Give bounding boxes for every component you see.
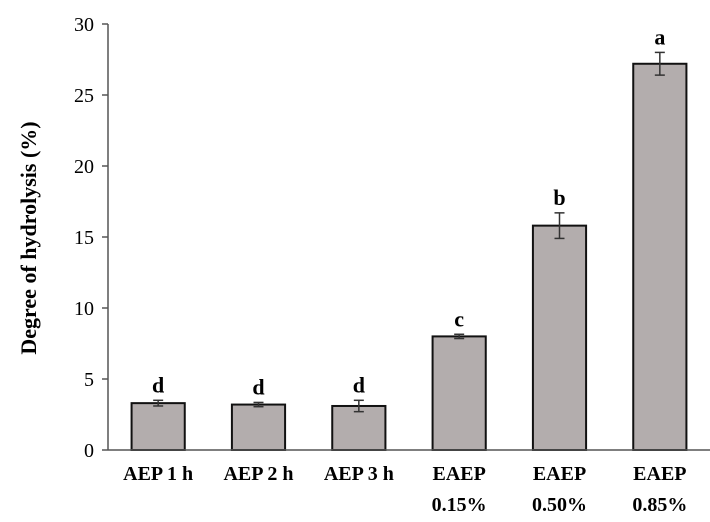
y-tick-label: 10 [74,298,94,320]
x-tick-label: 0.15% [432,494,487,516]
bars: d d d c b a [130,24,688,452]
y-tick-label: 20 [74,156,94,178]
bar [331,404,387,452]
bar [632,62,688,451]
y-axis-title: Degree of hydrolysis (%) [16,121,41,354]
bar [130,402,186,452]
x-tick-label: EAEP [432,463,485,485]
y-tick-label: 15 [74,227,94,249]
x-tick-label: AEP 3 h [324,463,394,485]
x-tick-label: AEP 1 h [123,463,193,485]
x-tick-label: EAEP [533,463,586,485]
bar [531,224,588,451]
y-tick-label: 25 [74,85,94,107]
significance-label: d [152,372,164,397]
error-bar [454,333,465,340]
significance-label: b [553,185,565,210]
error-bar [554,212,565,240]
significance-label: d [252,374,264,399]
error-bar [654,51,665,76]
bar [431,335,487,451]
x-tick-label: EAEP [633,463,686,485]
x-tick-label: 0.85% [632,494,687,516]
error-bar [153,399,164,407]
y-tick-label: 30 [74,14,94,36]
error-bar [253,401,264,408]
significance-label: c [454,306,464,331]
significance-label: d [353,372,365,397]
bar [230,403,287,451]
significance-label: a [654,24,665,49]
error-bar [353,399,364,413]
x-tick-label: AEP 2 h [223,463,293,485]
y-tick-label: 0 [84,440,94,462]
x-tick-label: 0.50% [532,494,587,516]
x-axis-labels: AEP 1 h AEP 2 h AEP 3 h EAEP 0.15% EAEP 0.50% E… [123,463,687,516]
y-axis-ticks: 0 5 10 15 20 25 30 [74,14,108,462]
y-tick-label: 5 [84,369,94,391]
